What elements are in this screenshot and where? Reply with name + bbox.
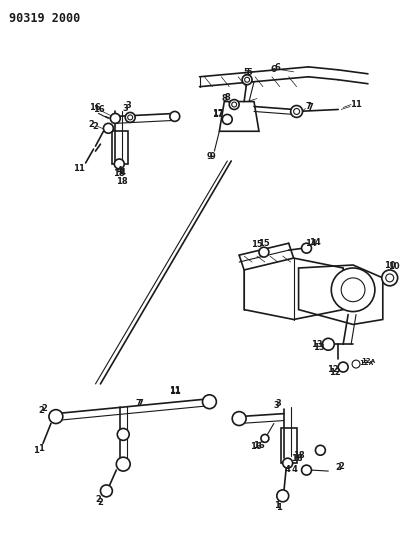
Text: 1: 1 [73,164,79,173]
Circle shape [125,112,135,123]
Circle shape [352,360,360,368]
Text: 9: 9 [207,151,212,160]
Text: 7: 7 [306,102,311,111]
Text: 12ᴀ: 12ᴀ [361,358,375,364]
Text: 12: 12 [327,365,339,374]
Text: 1: 1 [276,503,282,512]
Text: 13: 13 [313,343,324,352]
Text: 2: 2 [95,495,101,504]
Circle shape [261,434,269,442]
Circle shape [232,411,246,425]
Text: 14: 14 [308,238,320,247]
Text: 2: 2 [97,498,103,507]
Circle shape [302,465,312,475]
Text: 15: 15 [258,239,270,248]
Text: 18: 18 [293,451,304,460]
Text: 10: 10 [388,262,399,271]
Text: 1: 1 [33,446,39,455]
Text: 15: 15 [251,240,263,249]
Text: 16: 16 [89,103,100,112]
Text: 2: 2 [335,463,341,472]
Circle shape [222,115,232,124]
Text: 6: 6 [275,63,281,72]
Circle shape [316,445,325,455]
Text: 3: 3 [122,104,128,113]
Text: 9: 9 [210,151,215,160]
Text: 12ᴀ: 12ᴀ [359,360,373,366]
Circle shape [110,114,120,123]
Text: 10: 10 [384,261,395,270]
Text: 18: 18 [116,177,128,187]
Text: 17: 17 [212,109,223,118]
Circle shape [103,123,113,133]
Text: 4: 4 [116,166,122,175]
Text: 2: 2 [93,122,98,131]
Circle shape [259,247,269,257]
Circle shape [386,274,394,282]
Text: 17: 17 [212,110,223,119]
Circle shape [382,270,398,286]
Text: 5: 5 [246,68,252,77]
Text: 1: 1 [274,501,280,510]
Text: 7: 7 [137,399,143,408]
Text: 90319 2000: 90319 2000 [9,12,81,26]
Text: 4: 4 [292,465,298,474]
Circle shape [341,278,365,302]
Text: 7: 7 [135,399,141,408]
Circle shape [291,106,303,117]
Circle shape [101,485,112,497]
Circle shape [283,458,293,468]
Text: 18: 18 [113,169,125,179]
Circle shape [338,362,348,372]
Circle shape [331,268,375,312]
Circle shape [128,115,133,120]
Text: 4: 4 [285,465,291,474]
Circle shape [170,111,180,122]
Circle shape [117,429,129,440]
Circle shape [294,109,300,115]
Text: 4: 4 [119,168,125,177]
Text: 16: 16 [253,441,265,450]
Text: 14: 14 [305,239,316,248]
Text: 1: 1 [78,164,83,173]
Text: 7: 7 [308,103,313,112]
Text: 2: 2 [338,462,344,471]
Text: 8: 8 [221,94,227,103]
Text: 2: 2 [41,404,47,413]
Text: 13: 13 [311,340,322,349]
Text: 1: 1 [38,444,44,453]
Circle shape [242,75,252,85]
Circle shape [114,159,124,169]
Circle shape [232,102,237,107]
Text: 1: 1 [350,100,356,109]
Text: 16: 16 [93,105,104,114]
Text: 3: 3 [276,399,282,408]
Text: 12: 12 [329,368,341,376]
Text: 11: 11 [169,387,180,397]
Text: 1: 1 [355,100,361,109]
Circle shape [203,395,217,409]
Circle shape [302,243,312,253]
Text: 3: 3 [126,101,131,110]
Circle shape [277,490,289,502]
Text: 11: 11 [169,386,180,395]
Circle shape [322,338,334,350]
Text: 6: 6 [271,66,277,74]
Text: 3: 3 [274,401,279,410]
Text: 16: 16 [250,442,262,451]
Circle shape [245,77,249,82]
Circle shape [229,100,239,109]
Text: 5: 5 [243,68,249,77]
Circle shape [116,457,130,471]
Text: 8: 8 [225,93,230,102]
Text: 2: 2 [89,120,95,129]
Text: 2: 2 [38,406,44,415]
Circle shape [49,410,63,424]
Text: 18: 18 [291,454,302,463]
